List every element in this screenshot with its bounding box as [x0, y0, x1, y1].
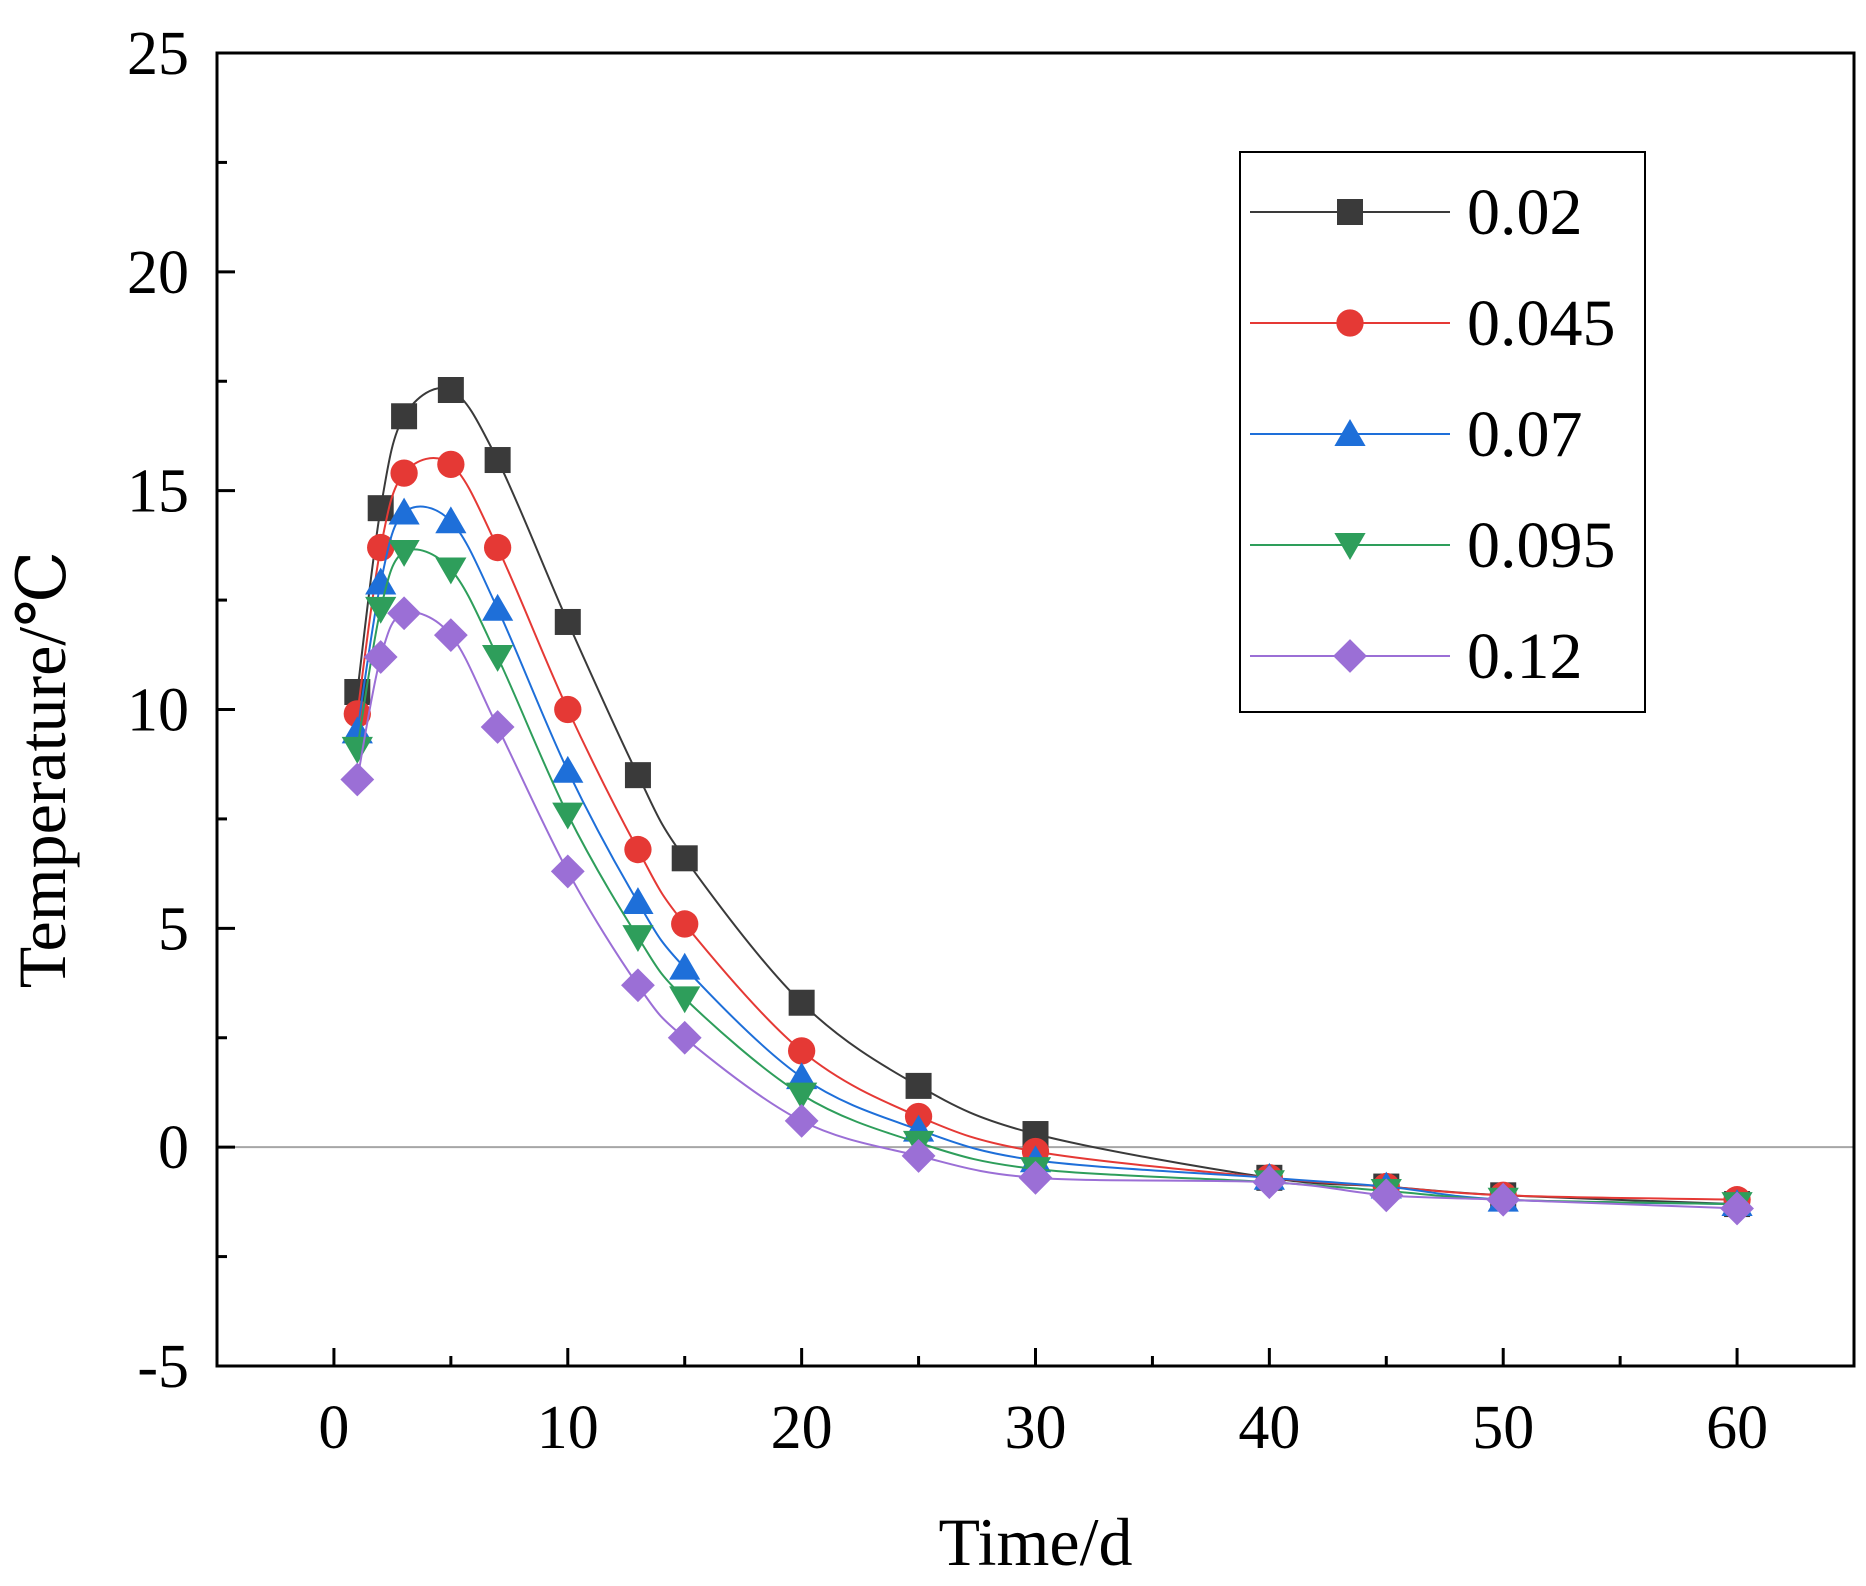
y-tick-label: 5 — [158, 895, 189, 963]
x-tick-label: 10 — [537, 1394, 599, 1462]
legend-label: 0.045 — [1467, 287, 1616, 360]
legend-label: 0.02 — [1467, 176, 1583, 249]
legend-label: 0.12 — [1467, 620, 1583, 693]
series-0.12 — [340, 596, 1754, 1226]
legend-marker — [1333, 639, 1367, 673]
data-point — [341, 736, 373, 764]
data-point — [1018, 1160, 1053, 1195]
data-point — [787, 1037, 816, 1065]
data-point — [484, 447, 511, 474]
data-point — [365, 567, 397, 595]
legend-item: 0.12 — [1250, 620, 1583, 693]
data-point — [365, 596, 397, 624]
data-point — [622, 887, 654, 915]
data-point — [480, 710, 515, 744]
data-point — [786, 1062, 818, 1090]
data-point — [390, 459, 418, 487]
data-point — [388, 539, 420, 567]
data-point — [667, 1020, 702, 1055]
y-tick-label: 20 — [127, 239, 189, 307]
y-axis-title: Temperature/℃ — [4, 551, 80, 989]
legend-marker — [1334, 419, 1366, 446]
data-point — [433, 618, 468, 652]
data-point — [550, 854, 585, 889]
data-point — [482, 645, 514, 672]
y-tick-label: 10 — [127, 677, 189, 745]
data-point — [621, 968, 655, 1003]
data-point — [788, 989, 815, 1016]
legend-marker — [1337, 199, 1363, 225]
y-tick-label: -5 — [137, 1333, 189, 1401]
x-tick-label: 0 — [318, 1394, 349, 1462]
data-point — [483, 533, 512, 562]
data-point — [905, 1072, 932, 1099]
x-tick-label: 40 — [1238, 1394, 1300, 1462]
x-tick-label: 60 — [1706, 1394, 1768, 1462]
data-point — [437, 450, 465, 479]
data-point — [482, 593, 514, 621]
data-point — [1252, 1165, 1287, 1200]
data-point — [552, 802, 584, 830]
data-point — [671, 845, 698, 872]
legend-marker — [1336, 309, 1364, 337]
data-point — [669, 952, 701, 980]
y-tick-label: 25 — [127, 20, 189, 88]
legend-item: 0.02 — [1250, 176, 1583, 249]
data-point — [554, 695, 582, 724]
data-point — [624, 762, 651, 789]
data-point — [1369, 1178, 1404, 1213]
legend-label: 0.07 — [1467, 398, 1583, 471]
data-point — [1486, 1182, 1521, 1217]
data-point — [669, 986, 701, 1014]
data-point — [622, 925, 654, 953]
data-point — [435, 506, 467, 534]
legend-item: 0.045 — [1250, 287, 1616, 360]
data-point — [340, 762, 375, 797]
data-point — [624, 835, 652, 864]
data-point — [1720, 1191, 1754, 1226]
data-point — [554, 608, 581, 635]
data-point — [387, 596, 421, 631]
data-point — [388, 497, 420, 525]
x-tick-label: 20 — [771, 1394, 833, 1462]
x-tick-label: 50 — [1472, 1394, 1534, 1462]
legend-item: 0.095 — [1250, 509, 1616, 582]
legend-marker — [1334, 533, 1366, 560]
y-tick-label: 15 — [127, 458, 189, 526]
data-point — [671, 910, 699, 938]
y-tick-label: 0 — [158, 1114, 189, 1182]
series-layer — [340, 377, 1754, 1226]
data-point — [363, 640, 398, 674]
data-point — [552, 755, 584, 783]
legend-box — [1239, 151, 1646, 713]
x-axis-title: Time/d — [938, 1504, 1132, 1580]
data-point — [437, 377, 464, 404]
data-point — [784, 1104, 819, 1138]
data-point — [435, 557, 467, 585]
legend-item: 0.07 — [1250, 398, 1583, 471]
legend: 0.02 0.045 0.07 0.095 0.12 — [1239, 151, 1646, 713]
data-point — [786, 1082, 818, 1110]
data-point — [901, 1139, 936, 1173]
tick-layer: 0 10 20 30 40 50 60 -5 0 5 10 15 20 25 — [127, 20, 1768, 1462]
x-tick-label: 30 — [1005, 1394, 1067, 1462]
data-point — [391, 403, 418, 430]
legend-label: 0.095 — [1467, 509, 1616, 582]
